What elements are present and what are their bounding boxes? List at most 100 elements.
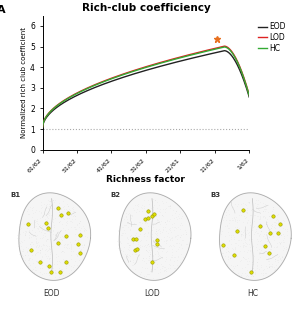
Point [83,234,88,239]
Point [168,236,172,241]
Point [140,202,145,207]
HC [229,49,233,53]
Point [267,232,272,236]
Point [251,266,256,271]
Point [145,242,150,247]
Point [254,245,258,250]
Point [23,229,28,234]
Point [236,217,241,222]
Point [163,259,168,264]
Point [128,234,133,239]
Point [170,212,175,217]
Point [178,260,183,265]
Point [43,226,48,231]
Point [245,255,250,260]
Point [178,242,183,247]
Point [81,228,86,233]
Point [155,250,160,255]
Point [272,256,277,261]
Point [276,254,281,259]
Point [137,232,142,236]
Point [147,254,151,259]
Point [40,266,44,271]
Point [156,217,161,222]
Point [257,213,262,218]
Point [121,225,126,230]
Point [76,225,81,230]
Point [65,227,70,232]
Point [243,264,247,269]
Point [155,217,160,222]
Point [177,216,182,221]
Point [30,260,35,265]
Point [77,221,81,226]
Polygon shape [119,193,191,280]
EOD [167,62,171,66]
Point [261,215,266,220]
Point [168,225,173,230]
Point [137,219,142,224]
Point [169,235,174,240]
Point [143,243,147,248]
Point [233,217,238,222]
Point [245,250,250,255]
Point [29,257,34,262]
Point [57,229,62,234]
Point [281,247,285,252]
Point [73,225,78,230]
Point [147,251,152,256]
Point [126,258,131,263]
Point [27,256,32,261]
Point [167,261,171,266]
Point [144,248,149,253]
Point [145,220,150,225]
Point [45,271,50,275]
Point [251,244,256,249]
Point [123,252,128,257]
Point [171,266,176,271]
Point [61,249,66,254]
Point [263,243,268,248]
Point [244,259,249,264]
Point [127,248,132,253]
Point [43,242,48,247]
LOD [215,46,219,50]
Point [170,246,174,251]
Point [217,219,222,224]
Point [75,242,80,247]
Point [226,226,231,231]
Point [121,249,126,254]
Point [267,263,271,268]
Point [140,265,144,270]
HC [41,125,44,129]
Point [255,247,260,252]
Point [65,243,70,248]
Point [174,241,179,246]
Point [282,219,287,224]
Point [263,215,268,220]
Point [139,204,143,209]
Point [17,236,22,241]
Point [72,237,77,242]
Point [56,254,61,259]
Point [141,225,146,230]
Point [152,258,157,263]
Point [220,251,225,256]
Point [234,254,239,259]
Point [247,200,251,205]
Point [254,259,259,264]
Point [256,208,261,213]
Point [143,244,148,249]
Point [254,228,259,233]
Point [257,239,262,244]
Point [243,257,247,262]
Point [56,266,61,271]
Point [242,256,247,261]
Point [70,205,74,210]
Point [262,214,267,219]
Point [37,248,42,253]
Point [155,241,160,246]
Point [70,220,74,225]
Point [45,205,50,210]
Point [164,238,168,243]
